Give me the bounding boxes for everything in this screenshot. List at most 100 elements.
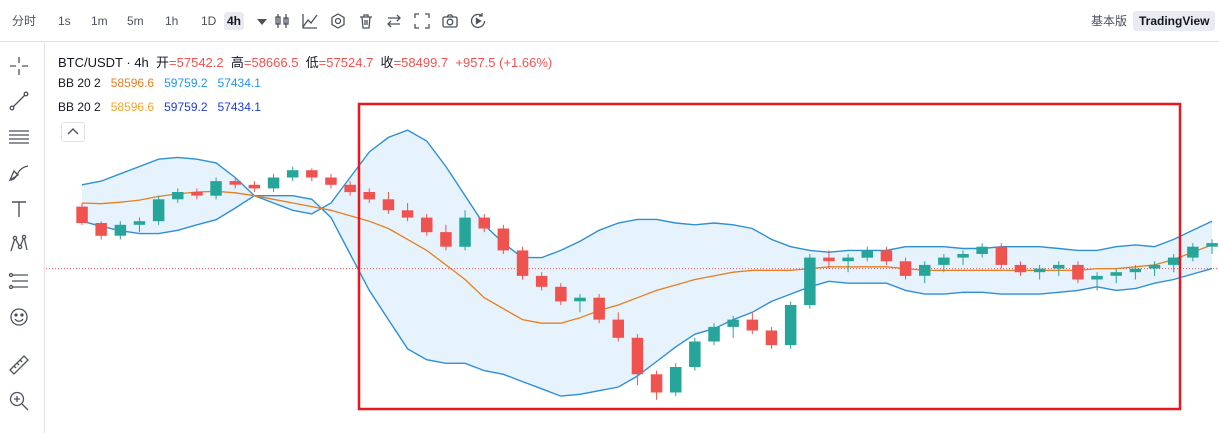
candle-body (459, 217, 471, 247)
candle-body (210, 181, 222, 196)
bollinger-lower-line (81, 195, 1213, 397)
horizontal-lines-icon[interactable] (8, 126, 30, 148)
interval-5m[interactable]: 5m (127, 14, 144, 28)
interval-1d[interactable]: 1D (201, 14, 217, 28)
candle-body (708, 326, 720, 342)
candle-body (899, 261, 912, 276)
candle-body (1187, 246, 1199, 258)
bb1-name: BB 20 2 (58, 76, 101, 90)
interval-1m[interactable]: 1m (91, 14, 108, 28)
candle-body (823, 257, 835, 262)
candle-body (555, 286, 567, 302)
highlight-box (357, 102, 1182, 411)
candle-body (574, 297, 586, 302)
candle-body (1129, 268, 1142, 273)
text-icon[interactable] (8, 198, 30, 220)
candle-body (880, 250, 893, 262)
chart-canvas[interactable] (46, 42, 1219, 433)
ruler-icon[interactable] (8, 354, 30, 376)
candle-body (1167, 257, 1180, 265)
bb2-lower-value: 57434.1 (217, 100, 261, 114)
fullscreen-icon[interactable] (413, 12, 431, 30)
candle-body (1206, 243, 1218, 247)
candle-body (363, 192, 375, 200)
interval-dropdown-icon[interactable] (253, 12, 271, 30)
bollinger-band-fill (82, 130, 1212, 397)
candle-body (689, 341, 701, 367)
tradingview-button[interactable]: TradingView (1133, 11, 1216, 31)
bollinger-legend-1[interactable]: BB 20 2 58596.6 59759.2 57434.1 (58, 76, 261, 90)
bb2-middle-value: 58596.6 (110, 100, 155, 114)
candle-body (229, 181, 241, 185)
candle-body (670, 367, 682, 393)
candles-icon[interactable] (273, 12, 291, 30)
candle-body (306, 170, 318, 178)
candles (76, 166, 1218, 400)
high-value: =58666.5 (243, 55, 299, 70)
symbol-label: BTC/USDT · 4h (58, 55, 149, 70)
candle-body (133, 221, 146, 225)
candle-body (938, 257, 950, 265)
bb1-middle-value: 58596.6 (110, 76, 155, 90)
change-value: +957.5 (+1.66%) (455, 55, 553, 70)
candle-body (727, 319, 739, 327)
trash-icon[interactable] (357, 12, 375, 30)
candle-body (191, 192, 203, 196)
ohlc-legend: BTC/USDT · 4h 开=57542.2 高=58666.5 低=5752… (58, 52, 552, 71)
brush-icon[interactable] (8, 162, 30, 184)
candle-body (976, 246, 988, 254)
camera-icon[interactable] (441, 12, 459, 30)
candle-body (612, 319, 624, 338)
candle-body (248, 184, 261, 189)
open-label: 开 (156, 55, 170, 70)
crosshair-icon[interactable] (8, 55, 30, 77)
candle-body (344, 184, 356, 193)
candle-body (1053, 264, 1065, 269)
candle-body (1014, 264, 1027, 273)
close-label: 收 (380, 55, 394, 70)
candle-body (95, 223, 107, 236)
trend-line-icon[interactable] (8, 90, 30, 112)
candle-body (765, 330, 778, 346)
candle-body (267, 177, 280, 189)
fib-icon[interactable] (8, 270, 30, 292)
swap-icon[interactable] (385, 12, 403, 30)
candle-body (842, 257, 854, 262)
high-label: 高 (230, 55, 244, 70)
candle-body (382, 199, 395, 211)
basic-view-button[interactable]: 基本版 (1091, 14, 1128, 28)
candle-body (593, 297, 605, 320)
interval-4h[interactable]: 4h (224, 12, 245, 30)
candle-body (861, 250, 873, 258)
price-chart[interactable]: BTC/USDT · 4h 开=57542.2 高=58666.5 低=5752… (46, 42, 1219, 433)
candle-body (286, 170, 299, 178)
bb1-lower-value: 57434.1 (217, 76, 261, 90)
replay-icon[interactable] (469, 12, 487, 30)
candle-body (421, 217, 433, 233)
candle-body (1072, 264, 1084, 280)
emoji-icon[interactable] (8, 306, 30, 328)
open-value: =57542.2 (169, 55, 224, 70)
candle-body (535, 275, 548, 287)
interval-1s[interactable]: 1s (58, 14, 71, 28)
interval-1h[interactable]: 1h (165, 14, 179, 28)
collapse-legend-button[interactable] (61, 122, 85, 142)
zoom-in-icon[interactable] (8, 390, 30, 412)
candle-body (478, 217, 490, 229)
indicators-icon[interactable] (301, 12, 319, 30)
candle-body (325, 177, 337, 185)
bb1-upper-value: 59759.2 (164, 76, 208, 90)
bollinger-legend-2[interactable]: BB 20 2 58596.6 59759.2 57434.1 (58, 100, 261, 114)
settings-icon[interactable] (329, 12, 347, 30)
close-value: =58499.7 (393, 55, 449, 70)
top-toolbar: 分时 1s 1m 5m 1h 1D 4h 基本版 TradingView (0, 0, 1219, 42)
low-value: =57524.7 (318, 55, 374, 70)
candle-body (152, 199, 165, 222)
candle-body (919, 264, 931, 276)
candle-body (440, 232, 452, 247)
candle-body (995, 246, 1008, 265)
timeline-button[interactable]: 分时 (12, 14, 37, 28)
pattern-icon[interactable] (8, 233, 30, 255)
candle-body (76, 206, 88, 223)
candle-body (172, 192, 184, 200)
